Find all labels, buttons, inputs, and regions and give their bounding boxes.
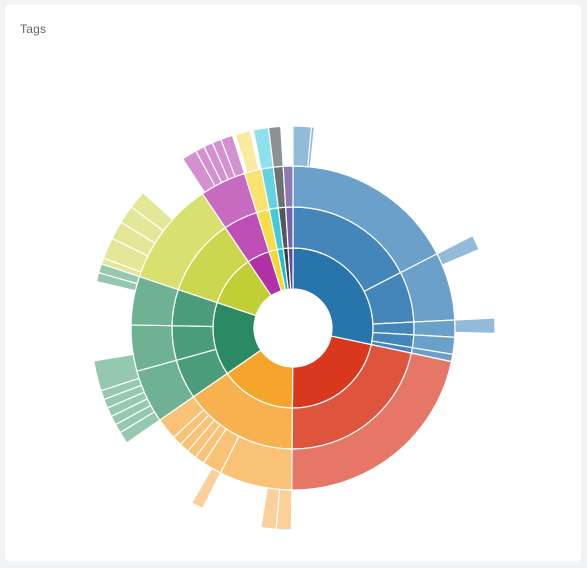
- sunburst-segment-level4-lime-27[interactable]: [130, 191, 174, 232]
- sunburst-segment-level4-orange-9[interactable]: [260, 487, 281, 530]
- sunburst-segment-level4-dark-39[interactable]: [267, 125, 284, 168]
- sunburst-segment-level4-blue-3[interactable]: [436, 234, 480, 266]
- sunburst-segment-level4-blue-41[interactable]: [292, 125, 313, 168]
- sunburst-segment-level4-purple-34[interactable]: [220, 134, 246, 178]
- sunburst-segment-level4-teal-19[interactable]: [93, 353, 140, 392]
- sunburst-segment-level3-violet-21[interactable]: [282, 165, 294, 208]
- sunburst-segment-level4-orange-11[interactable]: [190, 467, 222, 510]
- panel-title: Tags: [20, 22, 47, 36]
- sunburst-segment-level4-yellow-36[interactable]: [234, 129, 260, 174]
- sunburst-segment-level4-blue-5[interactable]: [454, 317, 496, 334]
